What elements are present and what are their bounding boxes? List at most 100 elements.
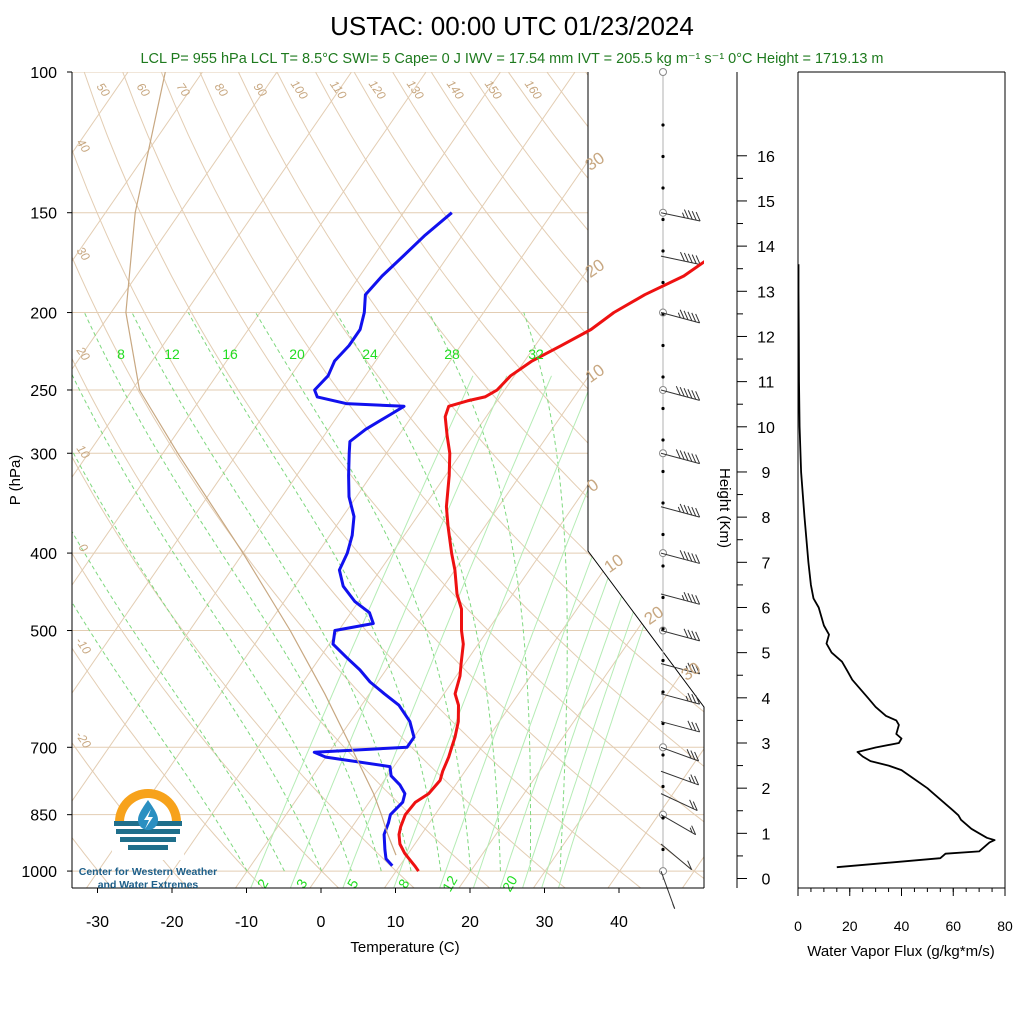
isotherm-line [458,531,704,888]
wind-panel-background [588,72,704,707]
dry-adiabat-line [72,148,642,888]
dry-adiabat-line [72,255,566,888]
isotherm-line [607,747,704,888]
wind-barb-feather [679,550,685,560]
x-tick-label: 20 [461,914,479,931]
x-tick-label: 30 [536,914,554,931]
isotherm-label: 60 [134,80,153,99]
height-tick-label: 0 [762,872,771,889]
wind-barb-feather [691,553,697,563]
wind-barb [660,814,697,836]
wind-barb-feather [695,507,701,518]
wind-barb [660,503,701,518]
wind-barb-feather [691,825,697,835]
wind-barb-feather [686,749,692,759]
moist-adiabat-line [72,373,352,872]
height-axis-title: Height (Km) [716,468,733,548]
wind-barb-half-feather [681,594,685,601]
wind-barb-feather [695,595,701,605]
isotherm-line [86,72,650,888]
dry-adiabat-line [160,72,704,768]
wind-level-dot [661,249,665,253]
moist-adiabat-line [131,312,412,872]
wind-barb-shaft [660,630,700,642]
wind-barb [660,628,701,642]
wind-level-dot [661,627,665,631]
isotherm-line [72,72,501,694]
wind-barb [660,449,701,465]
wind-level-dot [661,343,665,348]
y-tick-label: 150 [30,206,57,223]
moist-adiabat-line [187,312,442,872]
wind-level-dot [661,406,665,411]
dry-adiabat-line [740,72,1024,888]
wind-level-marker [659,385,667,394]
wind-level-dot [661,532,665,537]
wind-barb-shaft [660,793,698,811]
y-tick-label: 200 [30,306,57,323]
series-temperature [397,260,704,872]
x-tick-label: -10 [235,914,258,931]
wind-level-dot [661,658,665,663]
dry-adiabat-line [72,357,490,888]
wind-barb [660,592,701,605]
dry-adiabat-line [72,647,264,888]
flux-tick-label: 80 [997,918,1013,934]
isotherm-left-label: 20 [73,343,93,363]
wind-barb-shaft [660,770,699,786]
wind-barb-feather [679,450,685,460]
flux-axis-title: Water Vapor Flux (g/kg*m/s) [807,943,995,960]
wind-barb-shaft [660,552,700,564]
flux-tick-label: 20 [842,918,858,934]
isotherm-left-label: 30 [74,244,93,263]
dry-adiabat-line [700,72,704,77]
isotherm-left-label: 10 [74,442,93,461]
wind-barb [660,746,700,762]
wind-barb-feather [687,452,693,462]
wind-barb-feather [690,774,696,784]
logo-text-line1: Center for Western Weather [79,866,217,878]
isotherm-label: 70 [174,80,193,99]
dry-adiabat-line [315,72,704,556]
wind-barb-shaft [660,212,701,222]
dry-adiabat-line [72,552,339,888]
mixing-ratio-label: 20 [289,346,305,362]
mixing-ratio-label: 16 [222,346,238,362]
height-tick-label: 2 [762,781,771,798]
mixing-ratio-line [289,375,508,888]
wind-barb [660,870,676,909]
wind-level-marker [659,743,667,752]
wind-barb-shaft [660,746,699,762]
wind-barb-feather [694,751,700,762]
wind-barb [660,793,698,811]
wind-barb-half-feather [689,827,693,833]
wind-barb-feather [691,721,697,732]
wind-barb-feather [687,389,693,399]
height-tick-label: 13 [757,284,775,301]
wind-level-dot [661,469,665,474]
isotherm-line [72,72,352,478]
dry-adiabat-line [199,72,704,713]
y-tick-label: 300 [30,446,57,463]
wind-barb-shaft [660,593,700,605]
wind-barb-feather [683,551,689,561]
dry-adiabat-line [72,456,415,888]
wind-level-dot [661,501,665,505]
wind-barb-feather [687,253,693,264]
dry-adiabat-line [83,72,704,880]
mixing-ratio-label: 32 [528,346,544,362]
wind-barb [660,209,701,222]
isotherm-label: 90 [251,80,270,99]
x-tick-label: -20 [160,914,183,931]
wind-barb-feather [691,453,697,463]
wind-barb-feather [683,504,689,515]
wind-level-dot [661,753,665,757]
moist-adiabat-line [335,312,501,872]
y-tick-label: 250 [30,383,57,400]
wind-barb-half-feather [685,665,689,672]
dry-adiabat-line [122,72,704,823]
wind-barb [660,309,701,324]
mixing-ratio-line [250,375,474,888]
